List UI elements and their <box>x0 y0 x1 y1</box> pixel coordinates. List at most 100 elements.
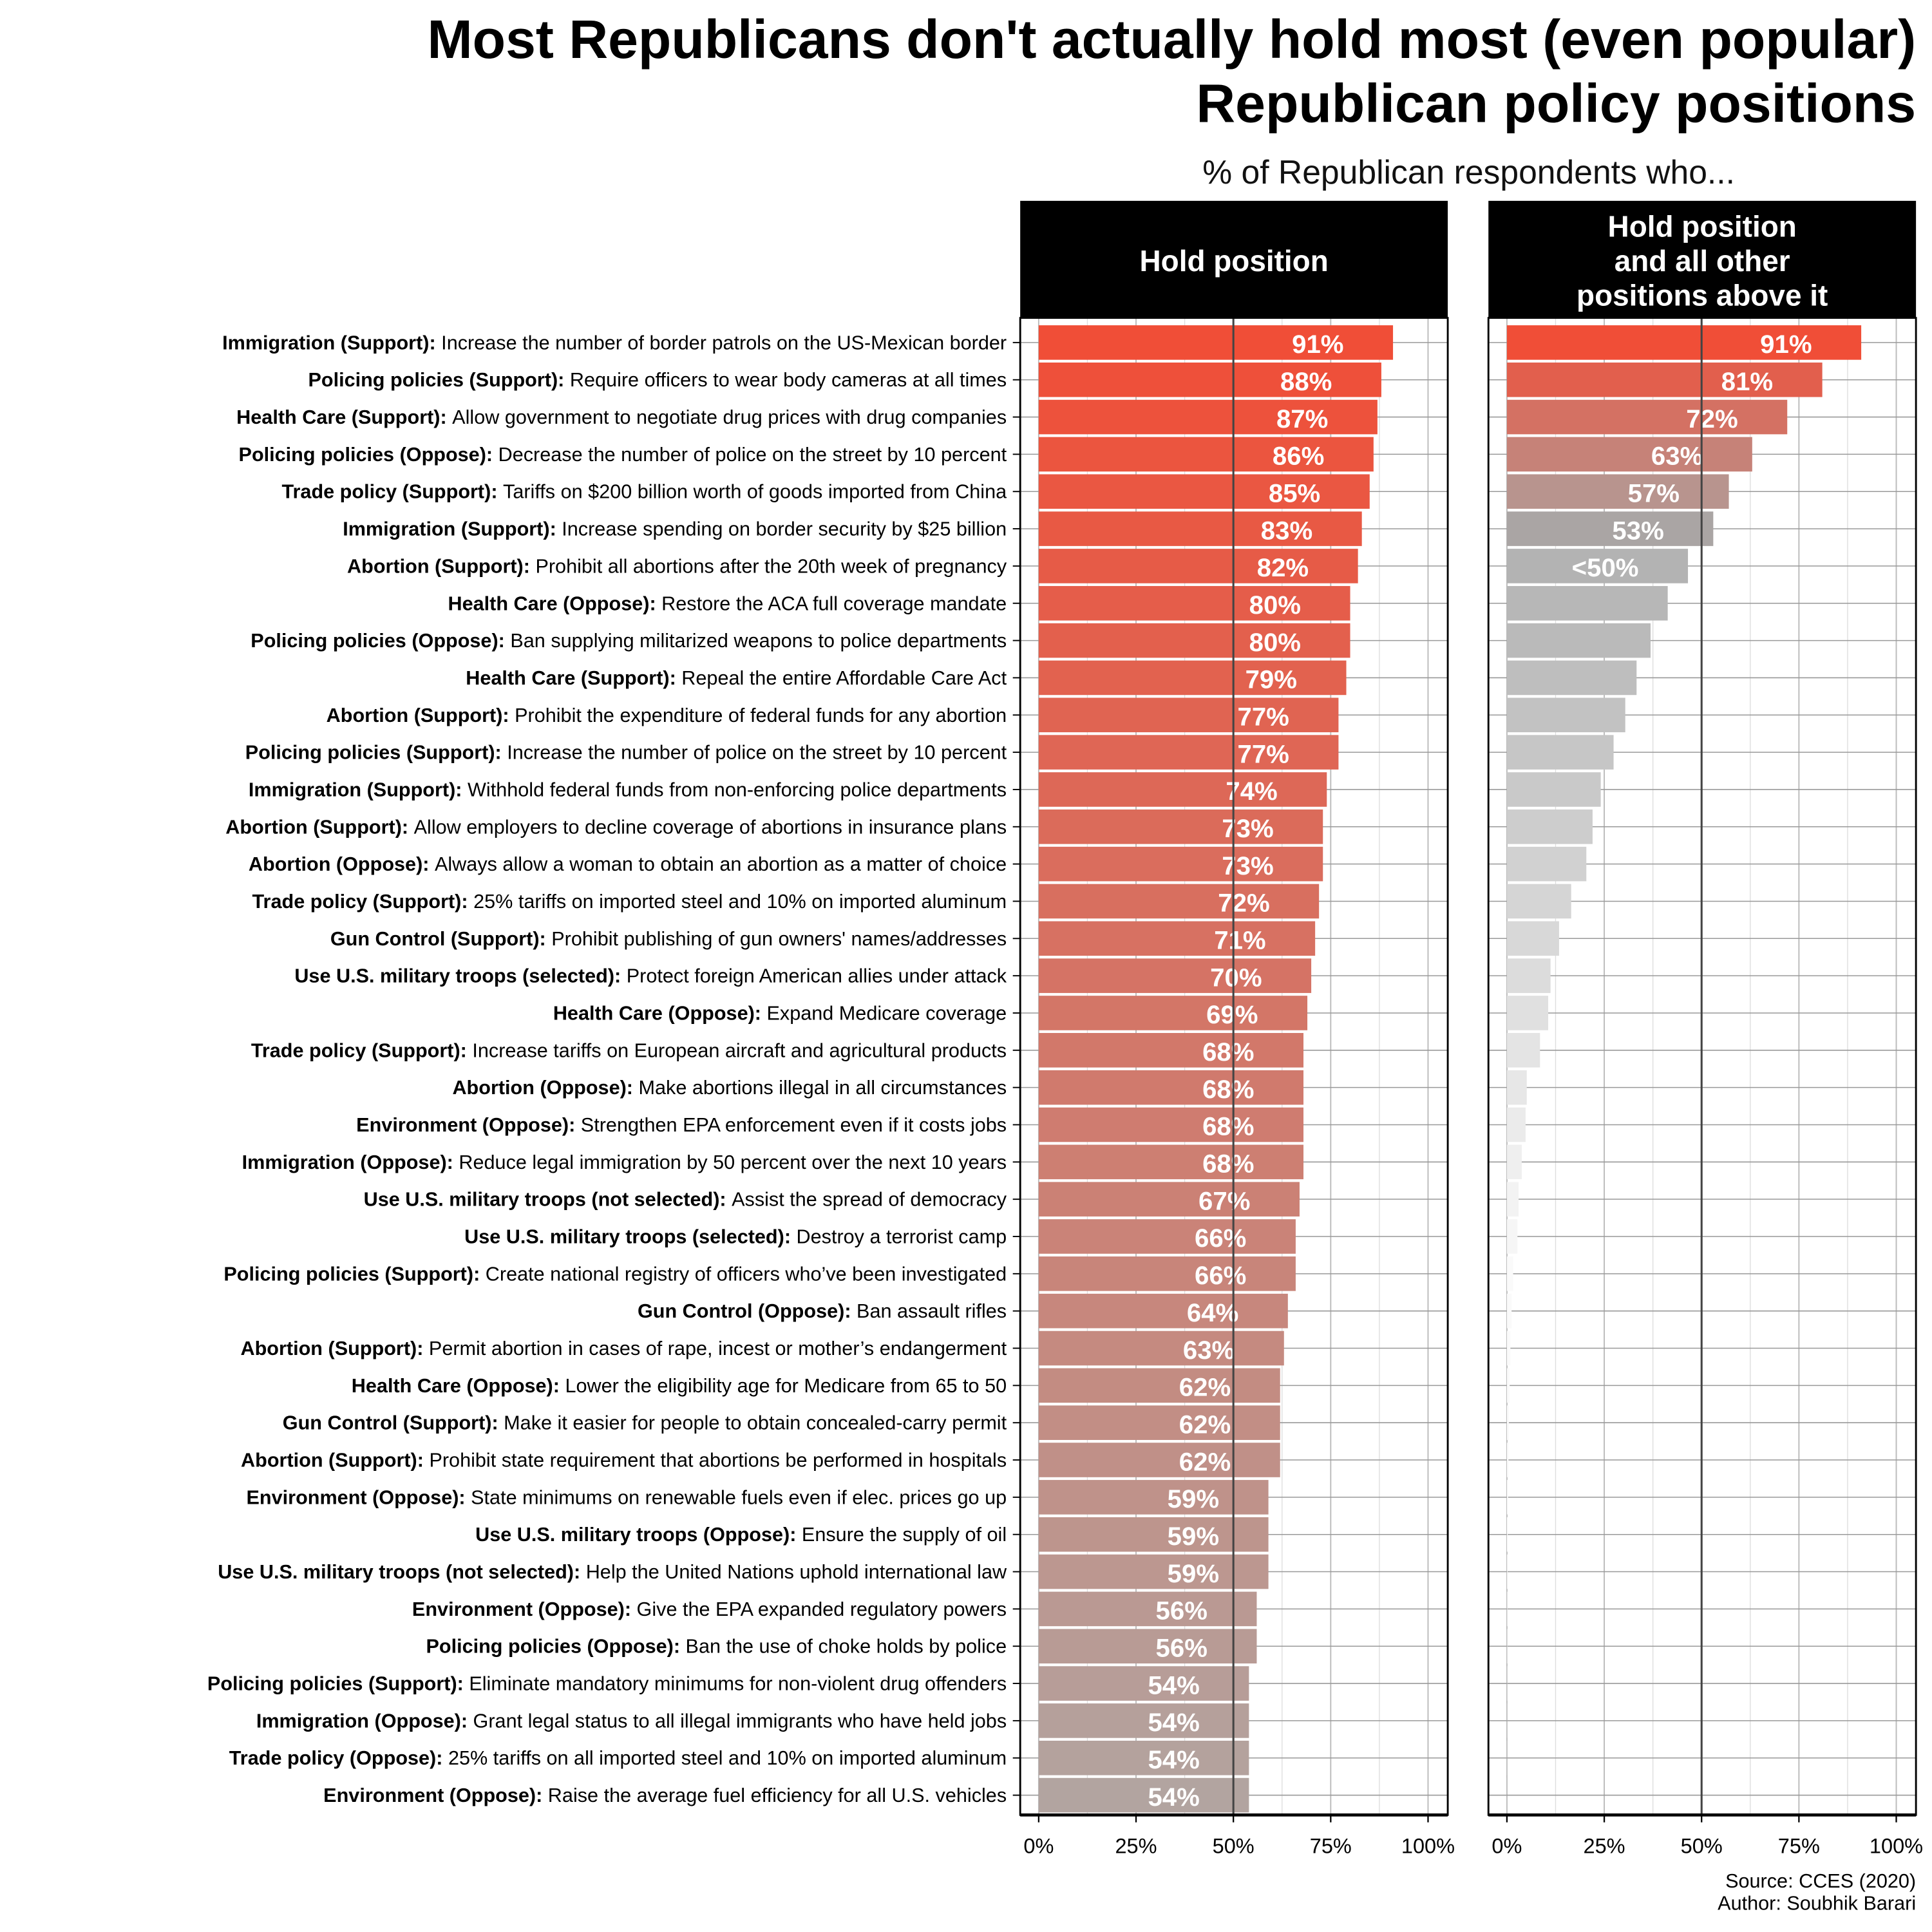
row-label-category: Trade policy (Support): <box>251 1039 473 1061</box>
bar <box>1038 809 1323 844</box>
x-tick-label: 0% <box>1492 1835 1522 1858</box>
bar-value-label: 88% <box>1280 367 1332 396</box>
bar <box>1506 921 1559 956</box>
bar <box>1038 1629 1257 1664</box>
chart-title-line: Republican policy positions <box>1196 73 1916 133</box>
row-label: Abortion (Support): Prohibit state requi… <box>241 1450 1007 1472</box>
bar-value-label: 57% <box>1628 479 1680 508</box>
row-label-text: Always allow a woman to obtain an aborti… <box>435 853 1007 875</box>
row-label-category: Health Care (Support): <box>466 667 681 689</box>
row-label: Trade policy (Oppose): 25% tariffs on al… <box>229 1747 1007 1769</box>
row-label: Gun Control (Support): Prohibit publishi… <box>330 928 1007 950</box>
row-label-text: Protect foreign American allies under at… <box>627 965 1007 987</box>
bar-value-label: 69% <box>1206 1000 1258 1029</box>
row-label-text: Make it easier for people to obtain conc… <box>504 1412 1007 1434</box>
bar <box>1038 846 1323 882</box>
row-label: Health Care (Support): Repeal the entire… <box>466 667 1007 689</box>
panel-header-bg <box>1488 200 1917 318</box>
row-label-text: Repeal the entire Affordable Care Act <box>681 667 1007 689</box>
row-label-text: Tariffs on $200 billion worth of goods i… <box>503 481 1007 503</box>
row-label: Policing policies (Oppose): Ban supplyin… <box>251 630 1007 652</box>
bar-value-label: 56% <box>1156 1596 1208 1625</box>
row-label-category: Health Care (Oppose): <box>448 592 661 614</box>
row-label-text: Prohibit publishing of gun owners' names… <box>551 928 1007 950</box>
row-label-text: Create national registry of officers who… <box>486 1263 1007 1285</box>
row-label-text: Help the United Nations uphold internati… <box>586 1561 1007 1583</box>
bar-value-label: 62% <box>1179 1373 1231 1402</box>
bar-value-label: 73% <box>1222 814 1273 843</box>
row-label-category: Health Care (Oppose): <box>352 1375 565 1397</box>
row-label: Abortion (Oppose): Always allow a woman … <box>249 853 1007 875</box>
row-label-text: Require officers to wear body cameras at… <box>570 369 1007 391</box>
row-label-text: Allow employers to decline coverage of a… <box>414 816 1007 838</box>
bar <box>1038 437 1374 472</box>
row-label-text: Grant legal status to all illegal immigr… <box>473 1710 1007 1732</box>
row-label: Use U.S. military troops (selected): Des… <box>464 1226 1007 1248</box>
bar <box>1506 1144 1522 1180</box>
bar-value-label: 87% <box>1276 404 1328 433</box>
row-label-category: Abortion (Support): <box>241 1450 429 1472</box>
bar <box>1506 1182 1519 1217</box>
row-label-text: Ban the use of choke holds by police <box>686 1636 1007 1658</box>
bar-value-label: 79% <box>1245 665 1297 694</box>
bar <box>1506 1443 1509 1477</box>
bar <box>1506 958 1551 993</box>
row-label-category: Immigration (Oppose): <box>256 1710 473 1732</box>
row-label-text: Strengthen EPA enforcement even if it co… <box>581 1114 1007 1136</box>
row-label-text: State minimums on renewable fuels even i… <box>471 1486 1007 1508</box>
row-label-category: Abortion (Oppose): <box>452 1077 638 1099</box>
row-label: Trade policy (Support): Increase tariffs… <box>251 1039 1007 1061</box>
bar-value-label: 80% <box>1249 628 1301 657</box>
bar <box>1038 325 1394 360</box>
bar <box>1506 1293 1512 1329</box>
row-label-category: Use U.S. military troops (selected): <box>294 965 626 987</box>
row-label: Abortion (Support): Allow employers to d… <box>225 816 1007 838</box>
x-tick-label: 75% <box>1778 1835 1820 1858</box>
x-tick-label: 100% <box>1870 1835 1923 1858</box>
bar <box>1506 1517 1508 1552</box>
row-label-text: Eliminate mandatory minimums for non-vio… <box>469 1673 1007 1695</box>
bar <box>1038 1703 1249 1738</box>
bar <box>1038 1740 1249 1776</box>
bar-value-label: 77% <box>1238 703 1289 732</box>
bar <box>1038 1033 1304 1068</box>
row-label: Health Care (Oppose): Lower the eligibil… <box>352 1375 1007 1397</box>
row-label: Gun Control (Support): Make it easier fo… <box>283 1412 1007 1434</box>
row-label: Trade policy (Support): 25% tariffs on i… <box>252 891 1007 913</box>
x-tick-label: 50% <box>1681 1835 1723 1858</box>
bar <box>1506 511 1714 546</box>
bar <box>1038 996 1308 1030</box>
row-label-category: Policing policies (Support): <box>245 742 507 764</box>
bar-value-label: 59% <box>1168 1522 1219 1551</box>
bar <box>1506 1070 1527 1105</box>
row-label: Health Care (Oppose): Expand Medicare co… <box>553 1002 1007 1024</box>
bar <box>1038 511 1362 546</box>
bar <box>1506 996 1549 1030</box>
row-label-text: Destroy a terrorist camp <box>797 1226 1007 1248</box>
bar <box>1038 884 1320 919</box>
row-label-category: Trade policy (Oppose): <box>229 1747 448 1769</box>
row-label-category: Abortion (Support): <box>347 555 535 577</box>
bar-value-label: 62% <box>1179 1410 1231 1439</box>
row-label-text: Increase spending on border security by … <box>562 518 1007 540</box>
bar <box>1506 585 1668 621</box>
bar <box>1038 474 1370 509</box>
row-label: Use U.S. military troops (not selected):… <box>364 1189 1007 1211</box>
x-tick-label: 100% <box>1401 1835 1455 1858</box>
bar <box>1506 1405 1509 1440</box>
x-tick-label: 50% <box>1213 1835 1255 1858</box>
row-label-text: Permit abortion in cases of rape, incest… <box>429 1338 1007 1359</box>
row-label-category: Environment (Oppose): <box>356 1114 581 1136</box>
row-label-category: Policing policies (Support): <box>308 369 569 391</box>
row-label-category: Gun Control (Support): <box>330 928 551 950</box>
row-label: Policing policies (Support): Increase th… <box>245 742 1007 764</box>
row-label: Environment (Oppose): Strengthen EPA enf… <box>356 1114 1007 1136</box>
row-label-category: Immigration (Support): <box>249 779 468 800</box>
row-label: Use U.S. military troops (Oppose): Ensur… <box>475 1524 1007 1546</box>
bar <box>1506 1331 1511 1366</box>
bar <box>1038 1182 1300 1217</box>
x-tick-label: 75% <box>1310 1835 1352 1858</box>
row-label-category: Use U.S. military troops (Oppose): <box>475 1524 802 1546</box>
bar <box>1038 660 1347 696</box>
